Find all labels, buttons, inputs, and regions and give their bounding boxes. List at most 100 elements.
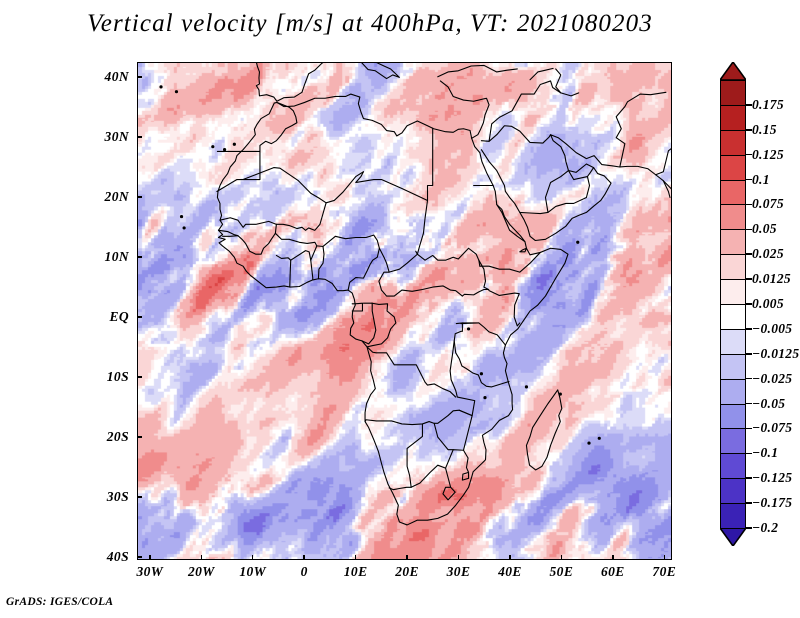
geo-polyline: [458, 409, 473, 451]
vertical-velocity-field: [138, 63, 671, 559]
y-axis-label: 30N: [104, 129, 129, 144]
island-marker: [479, 372, 484, 376]
island-marker: [597, 436, 601, 440]
colorbar-tick-label: −0.075: [752, 420, 793, 436]
x-tick-mark: [406, 555, 408, 560]
island-marker: [179, 214, 184, 219]
colorbar-swatch: [720, 229, 746, 256]
geo-polyline: [567, 170, 588, 181]
x-axis-label: 30W: [136, 564, 164, 579]
x-axis-label: 20W: [187, 564, 215, 579]
colorbar-tick-label: 0.1: [752, 171, 770, 187]
geo-polyline: [437, 64, 518, 78]
geo-polyline: [433, 422, 454, 451]
geo-polyline: [555, 68, 580, 97]
x-tick-mark: [354, 555, 357, 560]
island-marker: [211, 145, 215, 149]
geo-polyline: [222, 202, 327, 255]
colorbar-tick-label: −0.0125: [752, 345, 800, 361]
colorbar-tick-mark: [746, 527, 752, 529]
colorbar-tick-label: 0.05: [752, 221, 777, 237]
geo-polyline: [216, 150, 261, 193]
island-marker: [232, 142, 236, 146]
y-tick-mark: [137, 376, 142, 378]
y-tick-mark: [137, 496, 142, 498]
colorbar-tick-mark: [746, 253, 752, 256]
y-tick-mark: [137, 196, 142, 198]
y-axis-label: 30S: [106, 489, 129, 504]
colorbar-tick-mark: [746, 203, 752, 206]
geo-polyline: [461, 288, 521, 327]
y-tick-mark: [137, 76, 142, 78]
colorbar[interactable]: 0.175 0.15 0.125 0.1 0.075 0.05 0.025 0.0125 0.0…: [712, 58, 800, 563]
geo-polyline: [544, 170, 570, 213]
colorbar-swatch: [720, 503, 746, 530]
colorbar-swatch: [720, 254, 746, 281]
colorbar-swatch: [720, 204, 746, 231]
geo-polyline: [378, 253, 463, 297]
y-tick-mark: [137, 256, 142, 258]
y-axis-label: 10S: [106, 369, 129, 384]
geo-polyline: [366, 346, 457, 398]
island-marker: [182, 226, 186, 230]
geo-polyline: [355, 127, 434, 201]
colorbar-swatch: [720, 353, 746, 381]
geo-polyline: [217, 229, 239, 237]
x-axis-label: 60E: [600, 564, 625, 579]
island-marker: [558, 392, 562, 396]
island-marker: [466, 327, 471, 331]
geography-overlay: [159, 63, 671, 526]
grads-credit: GrADS: IGES/COLA: [6, 596, 114, 608]
geo-polyline: [478, 259, 490, 291]
island-marker: [576, 240, 580, 244]
geo-polyline: [219, 217, 277, 228]
geo-polyline: [496, 204, 526, 243]
geo-polyline: [525, 389, 563, 471]
colorbar-tick-label: −0.125: [752, 470, 793, 486]
geo-polyline: [290, 250, 314, 281]
colorbar-tick-label: −0.05: [752, 395, 786, 411]
map-plot-area[interactable]: [137, 62, 672, 560]
x-axis-label: 50E: [549, 564, 574, 579]
island-marker: [174, 90, 179, 94]
geo-polyline: [655, 148, 671, 176]
geo-polyline: [439, 80, 490, 139]
geo-polyline: [362, 302, 397, 348]
colorbar-tick-mark: [746, 502, 752, 504]
geo-polyline: [455, 322, 479, 325]
geo-polyline: [310, 245, 325, 280]
colorbar-swatch: [720, 428, 746, 455]
x-axis-label: 10E: [343, 564, 368, 579]
colorbar-swatch: [720, 104, 746, 132]
geo-polyline: [453, 322, 510, 388]
colorbar-swatch: [720, 478, 746, 505]
colorbar-tick-mark: [746, 427, 752, 430]
colorbar-tick-label: 0.175: [752, 96, 784, 112]
geo-polyline: [479, 251, 541, 273]
geo-polyline: [480, 134, 671, 242]
x-axis-label: 20E: [395, 564, 419, 579]
x-tick-mark: [251, 555, 254, 560]
x-tick-mark: [457, 555, 460, 560]
x-axis-label: 0: [300, 564, 308, 579]
y-tick-mark: [137, 136, 142, 138]
colorbar-swatch: [720, 80, 746, 107]
geo-polyline: [378, 247, 390, 273]
y-tick-mark: [137, 556, 142, 558]
island-marker: [222, 148, 227, 152]
colorbar-arrow-top-icon: [720, 62, 746, 80]
colorbar-tick-mark: [746, 328, 752, 330]
colorbar-swatch: [720, 328, 746, 356]
geo-polyline: [364, 340, 476, 426]
colorbar-tick-label: −0.175: [752, 495, 793, 511]
x-tick-mark: [612, 555, 614, 560]
colorbar-arrow-bottom-icon: [720, 528, 746, 546]
geo-polyline: [274, 232, 318, 247]
colorbar-swatch: [720, 279, 746, 306]
colorbar-tick-mark: [746, 352, 752, 355]
colorbar-swatch: [720, 403, 746, 430]
geo-polyline: [351, 302, 364, 312]
geo-polyline: [477, 322, 506, 346]
colorbar-tick-mark: [746, 178, 752, 181]
x-tick-mark: [200, 555, 203, 560]
